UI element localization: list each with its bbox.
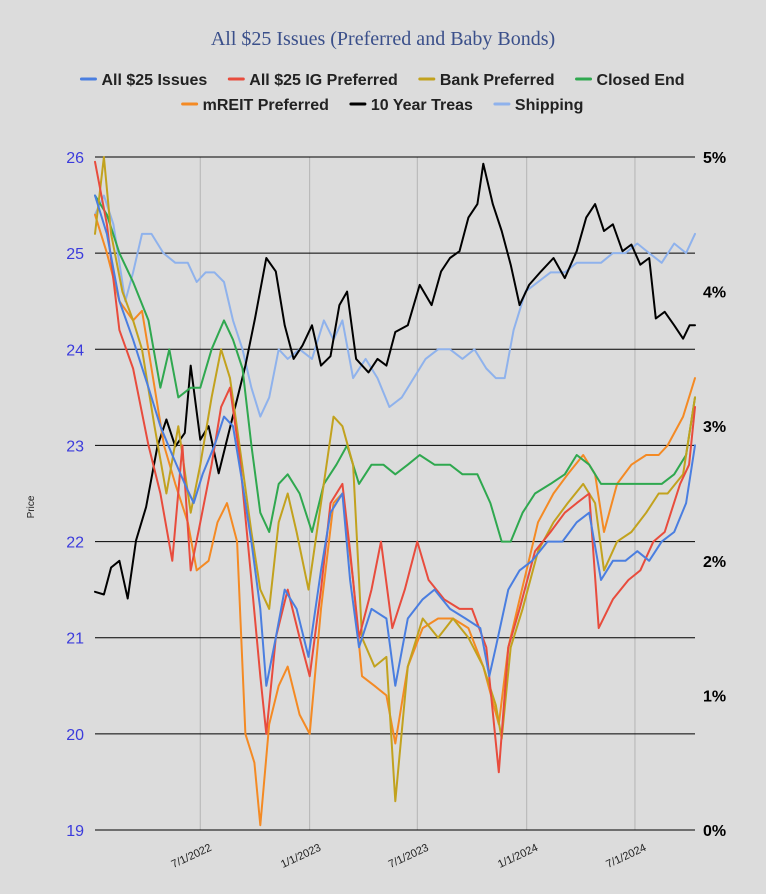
legend-label-closed-end: Closed End <box>597 72 685 89</box>
series-line-10-year-treas <box>94 162 696 600</box>
legend-label-all-25-ig-preferred: All $25 IG Preferred <box>249 72 398 89</box>
series-line-closed-end <box>94 194 696 543</box>
legend-item-10-year-treas: 10 Year Treas <box>349 97 473 114</box>
y-axis-label: Price <box>26 495 37 518</box>
legend-label-bank-preferred: Bank Preferred <box>440 72 555 89</box>
right-axis-tick-labels: 0% 1% 2% 3% 4% 5% <box>703 150 726 840</box>
legend-item-closed-end: Closed End <box>575 72 685 89</box>
left-axis-tick-labels: 19 20 21 22 23 24 25 26 <box>66 150 84 840</box>
legend-item-shipping: Shipping <box>493 97 583 114</box>
y-tick-label-left-6: 25 <box>66 246 84 263</box>
legend-item-all-25-issues: All $25 Issues <box>79 72 207 89</box>
y-tick-label-left-3: 22 <box>66 535 84 552</box>
y-tick-label-right-5: 5% <box>703 150 726 167</box>
legend-item-all-25-ig-preferred: All $25 IG Preferred <box>227 72 398 89</box>
chart-title: All $25 Issues (Preferred and Baby Bonds… <box>211 28 555 50</box>
series-line-all-25-ig-preferred <box>94 160 696 774</box>
y-tick-label-left-1: 20 <box>66 727 84 744</box>
legend-label-10-year-treas: 10 Year Treas <box>371 97 473 114</box>
y-tick-label-left-2: 21 <box>66 631 84 648</box>
y-tick-label-left-4: 23 <box>66 438 84 455</box>
y-tick-label-right-2: 2% <box>703 554 726 571</box>
vertical-gridlines <box>199 157 636 830</box>
y-tick-label-right-3: 3% <box>703 419 726 436</box>
legend: All $25 Issues All $25 IG Preferred Bank P… <box>79 72 685 114</box>
legend-label-mreit-preferred: mREIT Preferred <box>203 97 329 114</box>
legend-item-bank-preferred: Bank Preferred <box>418 72 555 89</box>
series-lines <box>94 156 696 827</box>
y-tick-label-right-4: 4% <box>703 285 726 302</box>
series-line-all-25-issues <box>94 194 696 687</box>
horizontal-gridlines <box>95 156 695 831</box>
legend-label-shipping: Shipping <box>515 97 583 114</box>
y-tick-label-right-0: 0% <box>703 823 726 840</box>
y-tick-label-left-7: 26 <box>66 150 84 167</box>
y-tick-label-right-1: 1% <box>703 688 726 705</box>
y-tick-label-left-5: 24 <box>66 342 84 359</box>
y-tick-label-left-0: 19 <box>66 823 84 840</box>
legend-item-mreit-preferred: mREIT Preferred <box>181 97 329 114</box>
legend-label-all-25-issues: All $25 Issues <box>101 72 207 89</box>
